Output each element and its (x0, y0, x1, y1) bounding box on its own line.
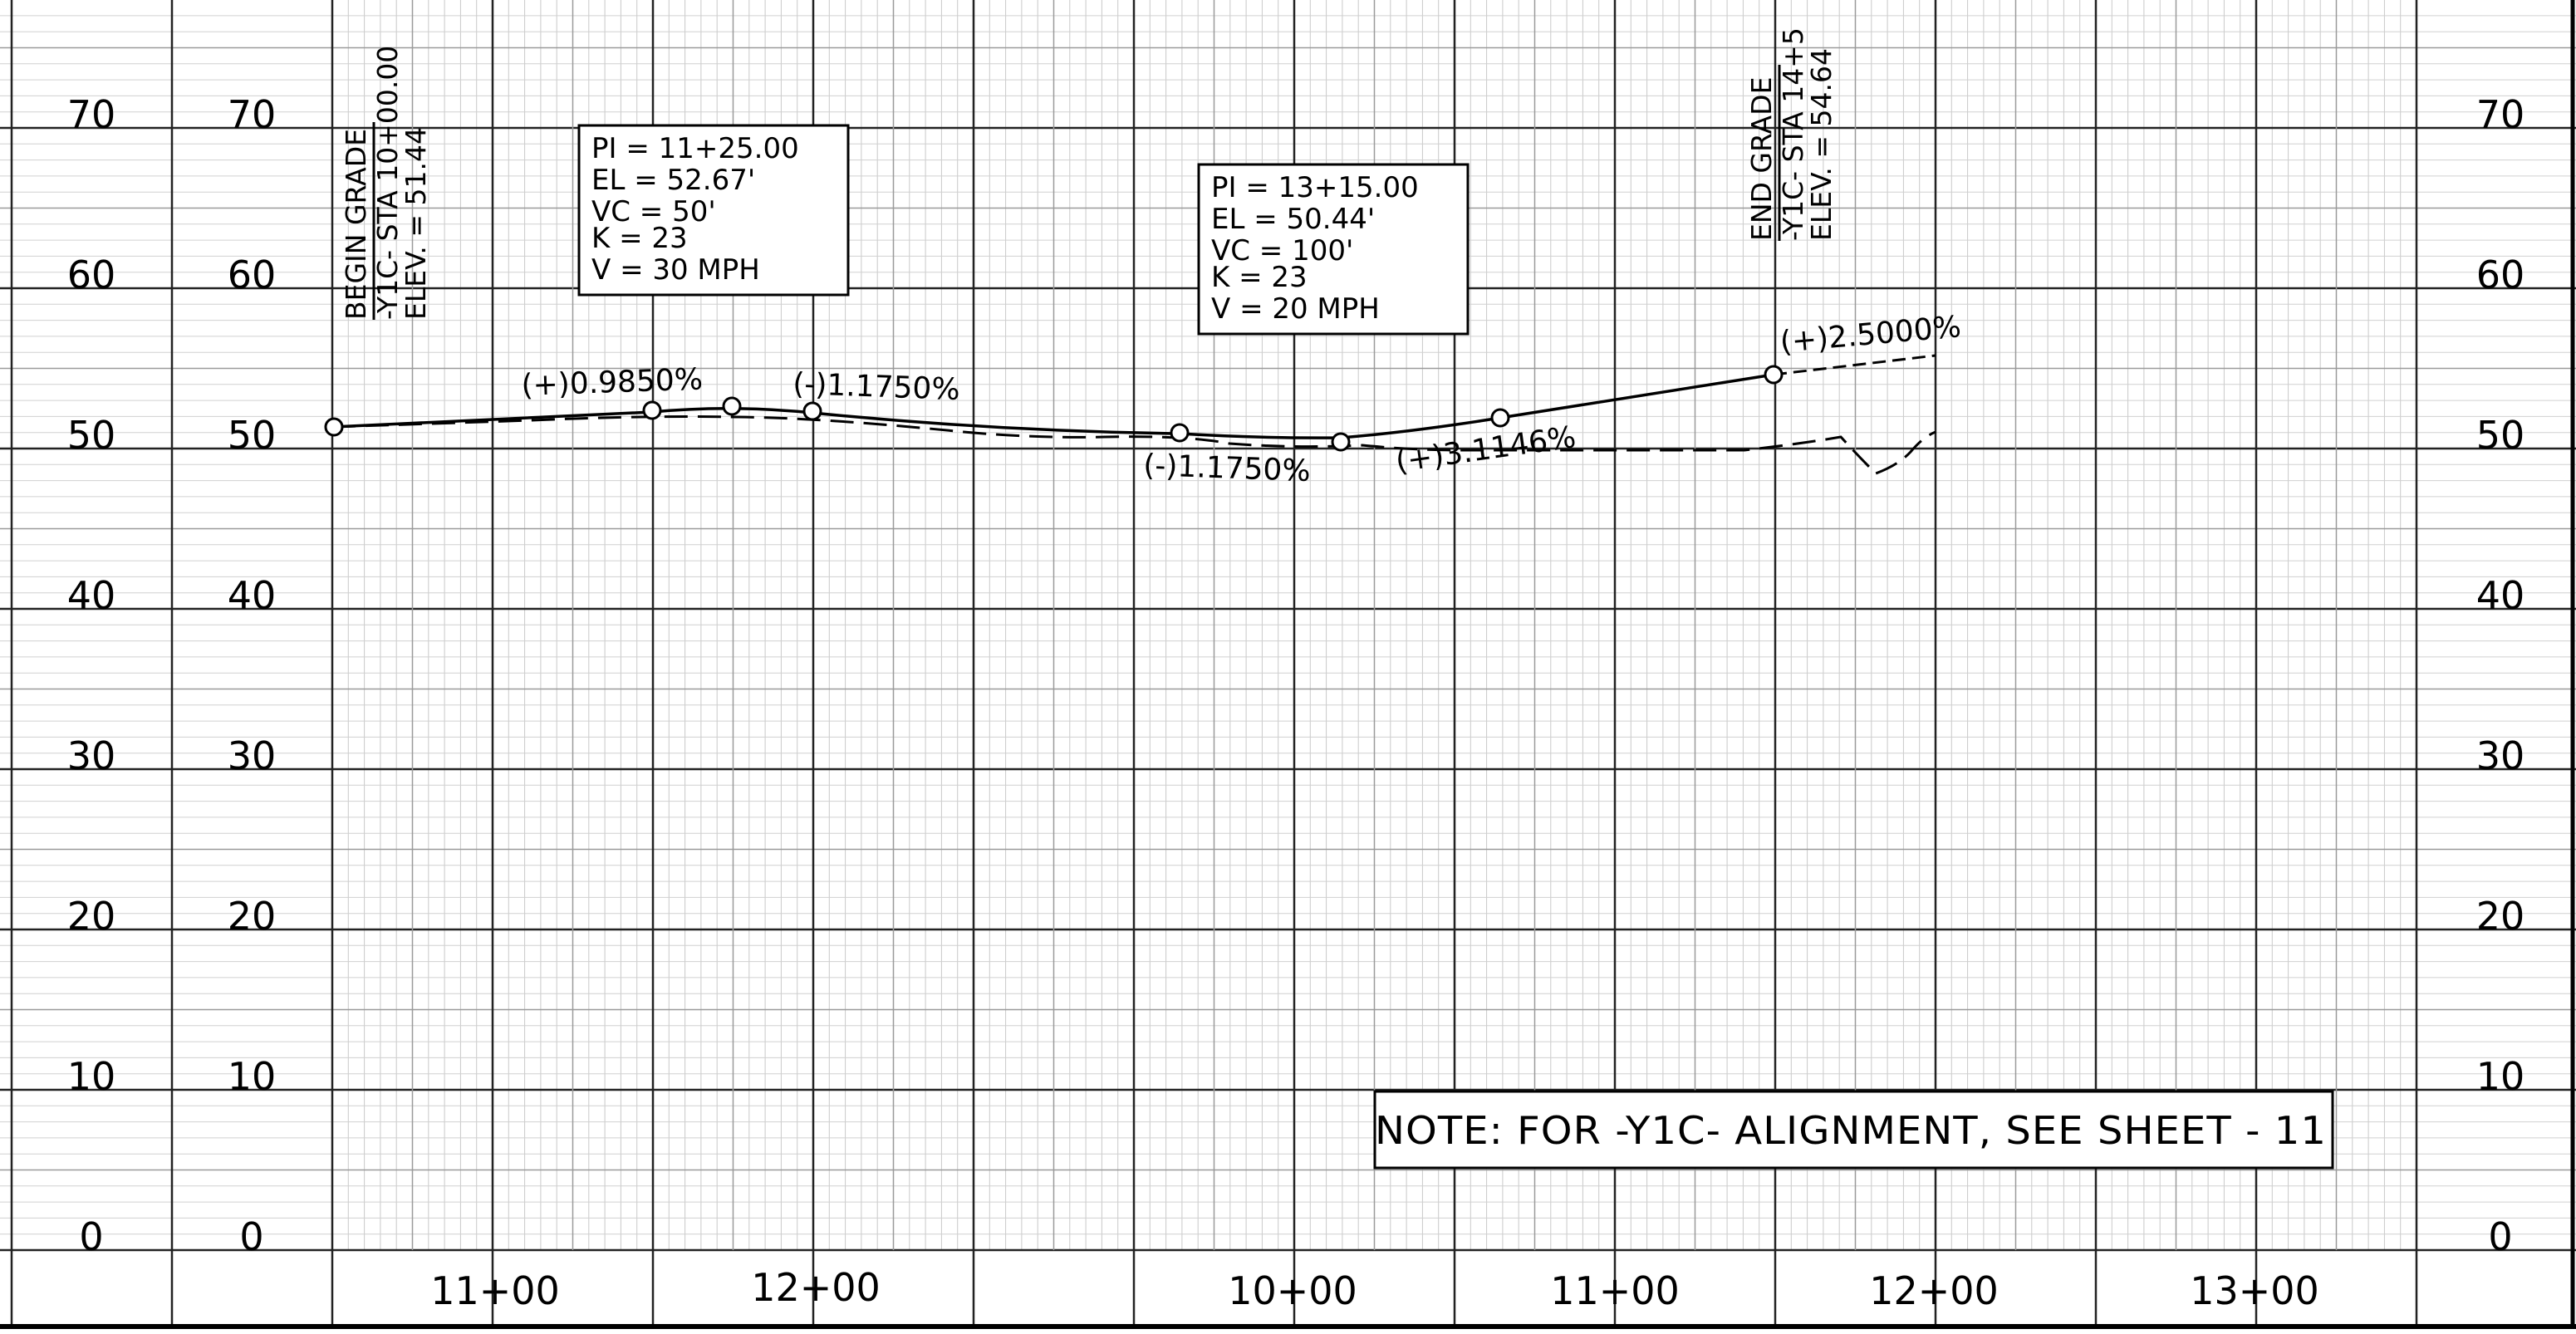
end-grade-elevation: ELEV. = 54.64 (1805, 48, 1838, 241)
elev-label: 0 (2488, 1214, 2512, 1259)
elevation-scale-left-inner: 70 60 50 40 30 20 10 0 (228, 92, 277, 1259)
pi-station: PI = 13+15.00 (1211, 171, 1419, 204)
pvi-marker (1331, 432, 1351, 452)
pvc-marker (642, 400, 662, 420)
elev-label: 60 (67, 253, 116, 297)
note-text: NOTE: FOR -Y1C- ALIGNMENT, SEE SHEET - 1… (1375, 1108, 2327, 1153)
pi-box-frame (577, 124, 850, 297)
pvt-marker (1490, 408, 1510, 428)
k-value: K = 23 (591, 222, 688, 255)
elev-label: 50 (67, 413, 116, 458)
elev-label: 20 (2476, 894, 2525, 939)
alignment-note: NOTE: FOR -Y1C- ALIGNMENT, SEE SHEET - 1… (1373, 1090, 2334, 1170)
elev-label: 40 (67, 573, 116, 618)
pvi-marker (722, 396, 742, 416)
elevation-scale-left-outer: 70 60 50 40 30 20 10 0 (67, 92, 116, 1259)
curve-points (324, 365, 1784, 452)
station-label: 12+00 (1869, 1268, 1999, 1313)
station-label: 11+00 (1550, 1268, 1680, 1313)
note-frame (1373, 1090, 2334, 1170)
elev-label: 40 (228, 573, 277, 618)
station-label: 13+00 (2190, 1268, 2319, 1313)
elev-label: 70 (67, 92, 116, 137)
elev-label: 60 (228, 253, 277, 297)
station-label: 10+00 (1228, 1268, 1357, 1313)
k-value: K = 23 (1211, 261, 1308, 294)
begin-grade-title: BEGIN GRADE (340, 129, 372, 320)
existing-ground-profile (331, 415, 1936, 475)
grade-label: (-)1.1750% (1143, 449, 1312, 488)
elev-label: 40 (2476, 573, 2525, 618)
elevation-scale-right: 70 60 50 40 30 20 10 0 (2476, 92, 2525, 1259)
elev-label: 20 (67, 894, 116, 939)
elev-label: 10 (2476, 1054, 2525, 1099)
design-speed: V = 20 MPH (1211, 292, 1380, 326)
begin-grade-label: BEGIN GRADE -Y1C- STA 10+00.00 ELEV. = 5… (340, 46, 432, 320)
vertical-curve-length: VC = 100' (1211, 234, 1353, 267)
pvt-marker (802, 401, 822, 421)
end-grade-marker (1764, 365, 1784, 385)
elev-label: 70 (228, 92, 277, 137)
elev-label: 0 (239, 1214, 263, 1259)
elev-label: 20 (228, 894, 277, 939)
pi-station: PI = 11+25.00 (591, 132, 799, 165)
elev-label: 10 (228, 1054, 277, 1099)
proposed-grade-extension (1773, 354, 1936, 376)
elev-label: 50 (228, 413, 277, 458)
elev-label: 10 (67, 1054, 116, 1099)
begin-grade-station: -Y1C- STA 10+00.00 (371, 46, 404, 320)
station-label: 12+00 (751, 1265, 881, 1310)
elev-label: 30 (2476, 733, 2525, 778)
end-grade-station: -Y1C- STA 14+5 (1777, 27, 1809, 241)
end-grade-title: END GRADE (1745, 77, 1778, 241)
pi-box-1: PI = 11+25.00 EL = 52.67' VC = 50' K = 2… (577, 124, 850, 297)
vertical-curve-length: VC = 50' (591, 195, 716, 228)
pi-elevation: EL = 50.44' (1211, 203, 1375, 236)
pvc-marker (1170, 423, 1190, 443)
proposed-grade-profile (331, 373, 1774, 439)
pi-elevation: EL = 52.67' (591, 164, 755, 197)
design-speed: V = 30 MPH (591, 253, 760, 287)
elev-label: 30 (67, 733, 116, 778)
end-grade-label: END GRADE -Y1C- STA 14+5 ELEV. = 54.64 (1745, 27, 1838, 241)
pi-box-frame (1197, 163, 1470, 336)
grade-label: (+)0.9850% (521, 362, 704, 403)
elev-label: 30 (228, 733, 277, 778)
elev-label: 0 (79, 1214, 103, 1259)
grade-label: (-)1.1750% (792, 367, 961, 407)
pi-box-2: PI = 13+15.00 EL = 50.44' VC = 100' K = … (1197, 163, 1470, 336)
elev-label: 60 (2476, 253, 2525, 297)
grade-point-marker (324, 417, 344, 437)
elev-label: 70 (2476, 92, 2525, 137)
station-label: 11+00 (430, 1268, 560, 1313)
elev-label: 50 (2476, 413, 2525, 458)
begin-grade-elevation: ELEV. = 51.44 (400, 127, 432, 320)
station-labels: 11+00 12+00 10+00 11+00 12+00 13+00 (430, 1265, 2319, 1313)
